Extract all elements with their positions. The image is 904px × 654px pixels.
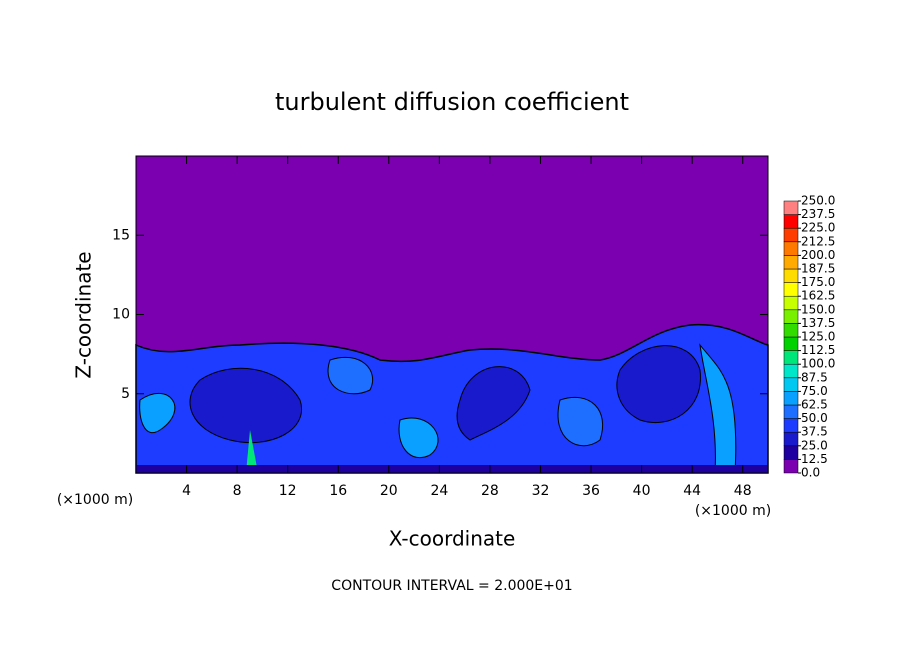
x-tick-label: 28 [481,483,499,499]
contour-field [135,156,769,474]
colorbar-swatch [783,282,799,297]
colorbar-label: 37.5 [801,425,828,439]
colorbar-label: 62.5 [801,398,828,412]
colorbar-label: 200.0 [801,248,835,262]
colorbar-label: 250.0 [801,194,835,208]
y-tick-label: 10 [112,307,130,323]
colorbar-label: 175.0 [801,275,835,289]
colorbar-swatch [783,404,799,419]
annotation: CONTOUR INTERVAL = 2.000E+01 [331,578,572,594]
colorbar-label: 100.0 [801,357,835,371]
colorbar-swatch [783,418,799,433]
y-axis-label: Z-coordinate [72,251,96,378]
x-tick-label: 40 [633,483,651,499]
x-axis-label: X-coordinate [389,527,516,551]
chart-title: turbulent diffusion coefficient [275,88,629,116]
colorbar-label: 162.5 [801,289,835,303]
x-unit: (×1000 m) [695,503,771,519]
colorbar-swatch [783,431,799,447]
x-tick-label: 20 [380,483,398,499]
colorbar-label: 237.5 [801,207,835,221]
colorbar-swatch [783,363,799,379]
colorbar-swatch [783,268,799,283]
colorbar-swatch [783,391,799,406]
colorbar-label: 187.5 [801,262,835,276]
colorbar-label: 137.5 [801,316,835,330]
colorbar-swatch [783,377,799,392]
colorbar-swatch [783,459,799,474]
x-tick-label: 44 [683,483,701,499]
x-tick-label: 48 [734,483,752,499]
x-tick-label: 8 [233,483,242,499]
colorbar-label: 12.5 [801,452,828,466]
colorbar-swatch [783,445,799,460]
colorbar-swatch [783,350,799,365]
colorbar-label: 87.5 [801,370,828,384]
colorbar-label: 75.0 [801,384,828,398]
colorbar-swatch [783,336,799,351]
colorbar-label: 150.0 [801,302,835,316]
colorbar-label: 112.5 [801,343,835,357]
colorbar-label: 50.0 [801,411,828,425]
x-tick-label: 36 [582,483,600,499]
y-tick-label: 5 [121,386,130,402]
colorbar-label: 212.5 [801,234,835,248]
x-tick-label: 4 [182,483,191,499]
colorbar-swatch [783,241,799,256]
x-tick-label: 12 [279,483,297,499]
colorbar-swatch [783,309,799,324]
colorbar-swatch [783,255,799,270]
colorbar-swatch [783,227,799,243]
colorbar-swatch [783,323,799,338]
x-tick-label: 24 [430,483,448,499]
colorbar-label: 25.0 [801,438,828,452]
colorbar-label: 0.0 [801,466,820,480]
colorbar-label: 225.0 [801,221,835,235]
colorbar-swatch [783,200,799,215]
colorbar-swatch [783,295,799,311]
x-tick-label: 16 [329,483,347,499]
colorbar-swatch [783,214,799,229]
x-tick-label: 32 [532,483,550,499]
y-tick-label: 15 [112,227,130,243]
colorbar-label: 125.0 [801,330,835,344]
y-unit: (×1000 m) [57,492,133,508]
